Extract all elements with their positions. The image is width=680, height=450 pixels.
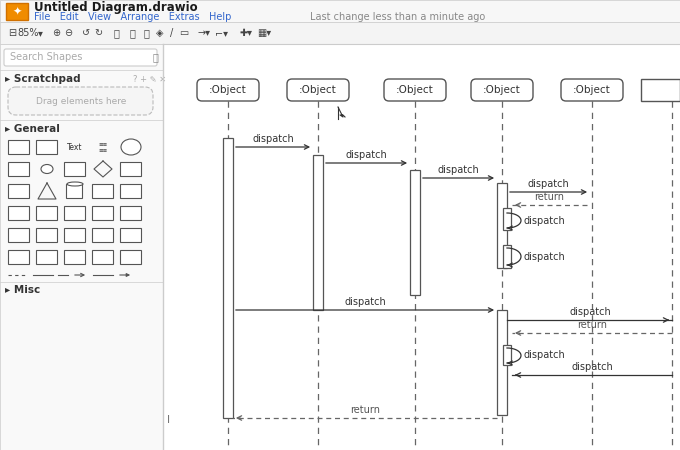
Bar [0,0,680,22]
Text: dispatch: dispatch [523,252,565,261]
Bar [410,170,420,295]
Bar [64,162,85,176]
Text: ▾: ▾ [37,28,42,38]
Text: ⊟: ⊟ [8,28,16,38]
Bar [36,206,57,220]
Bar [120,184,141,198]
FancyBboxPatch shape [471,79,533,101]
Bar [120,228,141,242]
Bar [120,206,141,220]
Text: ▸ General: ▸ General [5,124,60,134]
Text: dispatch: dispatch [345,150,388,160]
Bar [641,79,680,101]
FancyBboxPatch shape [197,79,259,101]
Bar [92,184,113,198]
Text: l: l [167,415,170,425]
Text: 🔍: 🔍 [152,53,158,63]
FancyBboxPatch shape [384,79,446,101]
Text: ◈: ◈ [156,28,164,38]
Ellipse shape [67,182,83,186]
Text: ↺: ↺ [82,28,90,38]
Text: ⊕: ⊕ [52,28,60,38]
Bar [92,206,113,220]
Text: dispatch: dispatch [523,351,565,360]
Text: Drag elements here: Drag elements here [36,96,126,105]
Text: :Object: :Object [396,85,434,95]
Bar [120,162,141,176]
Bar [66,184,82,198]
FancyBboxPatch shape [287,79,349,101]
Text: ⌐▾: ⌐▾ [216,28,228,38]
Bar [36,140,57,154]
Text: Text: Text [67,143,83,152]
Text: :Object: :Object [299,85,337,95]
Bar [503,345,511,365]
Bar [497,183,507,268]
Bar [0,44,163,450]
Text: ≡≡
≡≡: ≡≡ ≡≡ [99,142,107,153]
Bar [36,250,57,264]
Ellipse shape [121,139,141,155]
Text: →▾: →▾ [197,28,211,38]
FancyBboxPatch shape [8,87,153,115]
Text: return: return [534,192,564,202]
Bar [64,206,85,220]
Bar [8,250,29,264]
Text: ▸ Scratchpad: ▸ Scratchpad [5,74,81,84]
Bar [313,155,323,310]
Bar [8,206,29,220]
Ellipse shape [41,165,53,174]
Bar [92,228,113,242]
Text: Search Shapes: Search Shapes [10,53,82,63]
Text: Last change less than a minute ago: Last change less than a minute ago [310,12,486,22]
Text: ⿳: ⿳ [143,28,149,38]
Text: return: return [577,320,607,330]
Text: ▦▾: ▦▾ [257,28,271,38]
Bar [8,184,29,198]
Bar [120,250,141,264]
Text: return: return [350,405,380,415]
Text: :Object: :Object [483,85,521,95]
Text: ▭: ▭ [180,28,188,38]
Text: ⿳: ⿳ [129,28,135,38]
Text: 85%: 85% [17,28,39,38]
Text: ⊖: ⊖ [64,28,72,38]
Bar [0,22,680,44]
Text: dispatch: dispatch [528,179,569,189]
Text: dispatch: dispatch [571,362,613,372]
Text: File   Edit   View   Arrange   Extras   Help: File Edit View Arrange Extras Help [34,12,231,22]
Bar [503,208,511,230]
Bar [8,162,29,176]
Text: dispatch: dispatch [438,165,479,175]
Text: :Object: :Object [209,85,247,95]
Text: /: / [171,28,173,38]
Bar [223,138,233,418]
Text: dispatch: dispatch [344,297,386,307]
Text: ✦: ✦ [12,6,22,17]
Bar [163,44,680,450]
Text: dispatch: dispatch [252,134,294,144]
Bar [36,228,57,242]
Text: ↻: ↻ [94,28,102,38]
Text: dispatch: dispatch [523,216,565,225]
Bar [8,228,29,242]
Bar [6,3,28,20]
Text: 🗑: 🗑 [113,28,119,38]
Bar [64,228,85,242]
Text: Untitled Diagram.drawio: Untitled Diagram.drawio [34,0,198,13]
Text: ? + ✎ ✕: ? + ✎ ✕ [133,75,166,84]
Bar [8,140,29,154]
Text: ✚▾: ✚▾ [239,28,252,38]
Bar [64,250,85,264]
Text: dispatch: dispatch [569,307,611,317]
Text: ▸ Misc: ▸ Misc [5,285,40,295]
Bar [497,310,507,415]
Text: :Object: :Object [573,85,611,95]
FancyBboxPatch shape [561,79,623,101]
Bar [503,245,511,268]
FancyBboxPatch shape [4,49,157,66]
Bar [92,250,113,264]
